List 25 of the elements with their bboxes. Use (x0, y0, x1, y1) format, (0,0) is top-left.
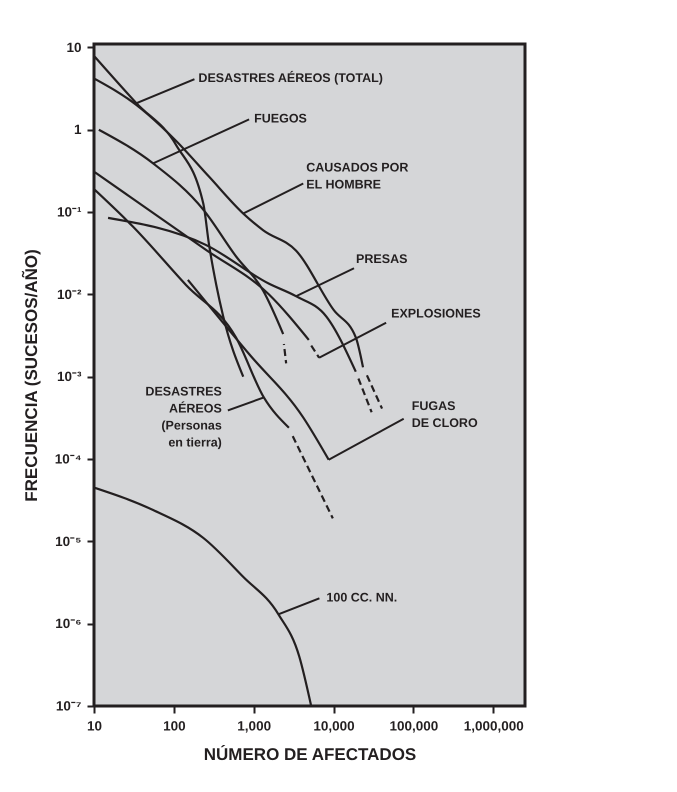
y-tick-label: 10⁻¹ (56, 204, 82, 220)
y-tick-label: 10⁻⁴ (54, 452, 82, 467)
y-tick-label: 10⁻⁶ (55, 616, 82, 632)
x-tick-label: 100,000 (389, 718, 438, 734)
annotation: EXPLOSIONES (391, 306, 481, 321)
y-tick-label: 10⁻³ (56, 369, 82, 384)
x-tick-label: 1,000 (237, 718, 272, 734)
annotation: FUGAS DE CLORO (412, 398, 478, 430)
annotation: PRESAS (356, 252, 408, 266)
annotation: 100 CC. NN. (326, 590, 398, 604)
y-tick-label: 10 (66, 40, 82, 55)
y-tick-label: 10⁻⁵ (55, 534, 82, 549)
annotation: FUEGOS (254, 111, 307, 126)
x-tick-label: 10 (86, 718, 102, 734)
y-tick-label: 1 (74, 122, 82, 138)
x-axis-title: NÚMERO DE AFECTADOS (204, 744, 416, 764)
x-tick-label: 100 (163, 718, 186, 734)
y-axis-title: FRECUENCIA (SUCESOS/AÑO) (20, 249, 41, 502)
annotation: CAUSADOS POR EL HOMBRE (306, 160, 408, 192)
x-tick-label: 1,000,000 (464, 718, 524, 734)
annotation: DESASTRES AÉREOS (TOTAL) (198, 70, 383, 86)
y-tick-label: 10⁻² (56, 286, 82, 302)
x-tick-label: 10,000 (313, 718, 355, 734)
y-tick-label: 10⁻⁷ (56, 698, 82, 714)
annotation: DESASTRES AÉREOS (Personas en tierra) (145, 384, 222, 450)
